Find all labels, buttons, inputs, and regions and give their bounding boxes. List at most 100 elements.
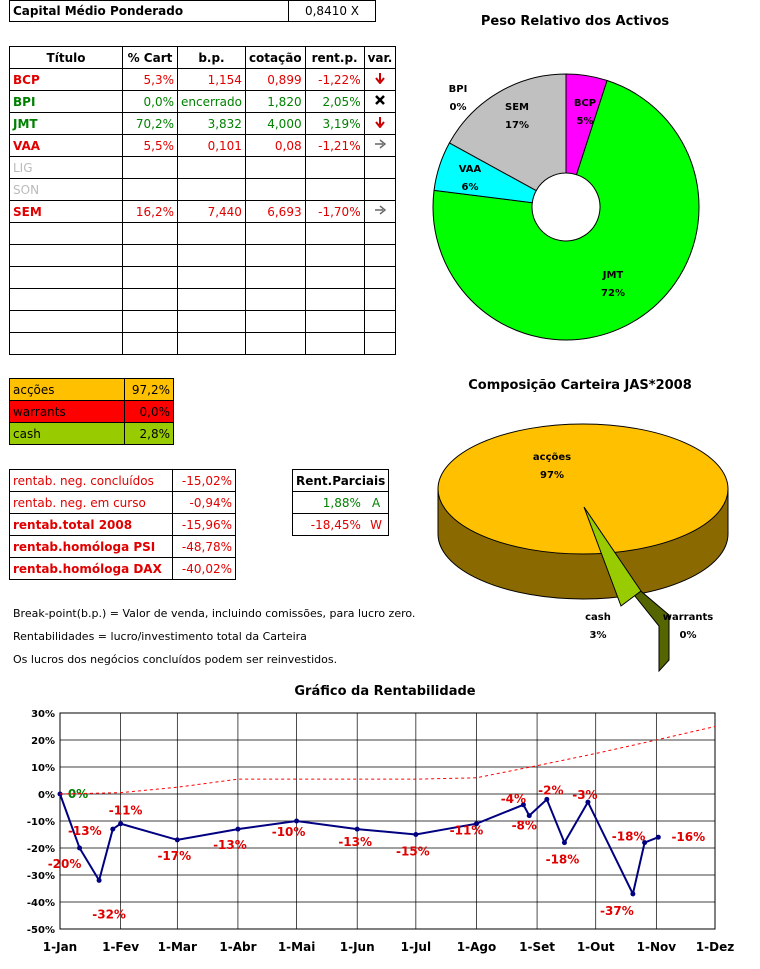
pie3d-slice-accoes [437,423,729,555]
data-point [585,799,591,805]
pie-slice-value: 0% [450,102,467,113]
y-tick-label: 20% [31,736,55,747]
arrow-down-icon [375,117,385,129]
capital-label: Capital Médio Ponderado [9,0,289,22]
composition-table: acções 97,2% warrants 0,0% cash 2,8% [9,378,174,445]
table-row [9,332,397,355]
pie3d-label: acções [533,452,571,463]
y-tick-label: 30% [31,709,55,720]
value-cell: 70,2% [122,112,178,135]
x-tick-label: 1-Dez [696,940,734,954]
rentab-row: rentab. neg. em curso -0,94% [9,491,236,514]
data-point [294,818,300,824]
holdings-header-cell: b.p. [177,46,246,69]
note-rentabilidades: Rentabilidades = lucro/investimento tota… [13,630,307,643]
data-label: -18% [612,830,646,844]
data-label: 0% [68,787,88,801]
composition-label: cash [9,422,125,445]
capital-value: 0,8410 X [288,0,376,22]
data-label: -37% [600,904,634,918]
pie-slice-value: 17% [505,120,529,131]
rentab-row: rentab.homóloga DAX -40,02% [9,557,236,580]
composition-label: warrants [9,400,125,423]
composition-row: cash 2,8% [9,422,174,445]
x-tick-label: 1-Out [577,940,615,954]
data-label: -11% [109,804,143,818]
line-title: Gráfico da Rentabilidade [294,684,476,699]
pie-slice-value: 6% [462,182,479,193]
composition-value: 0,0% [124,400,174,423]
value-cell [363,134,397,157]
rentab-value: -15,96% [172,513,236,536]
value-cell: encerrado [177,90,246,113]
value-cell: 2,05% [304,90,365,113]
arrow-down-icon [375,73,385,85]
data-label: -3% [572,788,597,802]
data-point [561,840,567,846]
value-cell [304,332,365,355]
data-label: -15% [396,845,430,859]
y-tick-label: -20% [27,844,55,855]
x-tick-label: 1-Nov [637,940,677,954]
value-cell [177,332,246,355]
rentab-label: rentab.homóloga DAX [9,557,173,580]
x-tick-label: 1-Mar [158,940,197,954]
parciais-tag: W [363,513,390,536]
pie3d-label: warrants [663,612,713,623]
data-label: -4% [501,792,526,806]
data-point [520,802,526,808]
composition-row: warrants 0,0% [9,400,174,423]
arrow-right-icon [374,139,387,149]
pie1-title: Peso Relativo dos Activos [480,14,670,29]
parciais-value: 1,88% [291,491,364,514]
data-point [96,877,102,883]
value-cell: 5,3% [122,68,178,91]
data-label: -10% [272,825,306,839]
parciais-row: -18,45% W [291,513,390,536]
pie-slice-label: BCP [574,98,596,109]
value-cell [363,332,397,355]
parciais-table: Rent.Parciais 1,88% A -18,45% W [291,469,390,536]
data-point [526,813,532,819]
data-point [235,826,241,832]
data-label: -13% [68,824,102,838]
parciais-row: 1,88% A [291,491,390,514]
pie3d-value: 0% [680,630,697,641]
holdings-body: BCP 5,3% 1,154 0,899 -1,22% BPI 0,0% encerrado 1… [9,68,397,355]
rentab-value: -15,02% [172,469,236,492]
y-tick-label: 0% [38,790,55,801]
table-row [9,288,397,311]
holdings-table: Título% Cart b.p. cotação rent.p. var. BCP 5,… [9,46,397,355]
value-cell [122,332,178,355]
holdings-header-cell: cotação [244,46,306,69]
note-breakpoint: Break-point(b.p.) = Valor de venda, incl… [13,607,416,620]
pie-slice-label: BPI [449,84,468,95]
x-mark-icon [375,95,385,105]
data-label: -32% [92,907,126,921]
pie-slice [432,79,700,341]
rentab-value: -48,78% [172,535,236,558]
data-point [544,796,550,802]
pie3d-label: cash [585,612,611,623]
table-row [9,266,397,289]
data-label: -11% [450,824,484,838]
data-point [630,891,636,897]
pie-slice-label: JMT [602,270,624,281]
y-tick-label: -40% [27,898,55,909]
holdings-header-row: Título% Cart b.p. cotação rent.p. var. [9,46,397,69]
data-label: -20% [48,857,82,871]
data-label: -17% [157,849,191,863]
table-row [9,310,397,333]
x-tick-label: 1-Jul [401,940,431,954]
pie3d-cash-side [609,564,670,673]
note-lucros: Os lucros dos negócios concluídos podem … [13,653,338,666]
benchmark-line [59,726,716,795]
x-tick-label: 1-Jun [340,940,375,954]
y-tick-label: -50% [27,925,55,936]
x-tick-label: 1-Abr [219,940,256,954]
x-tick-label: 1-Set [519,940,555,954]
table-row [9,222,397,245]
rentab-value: -40,02% [172,557,236,580]
data-point [110,826,116,832]
